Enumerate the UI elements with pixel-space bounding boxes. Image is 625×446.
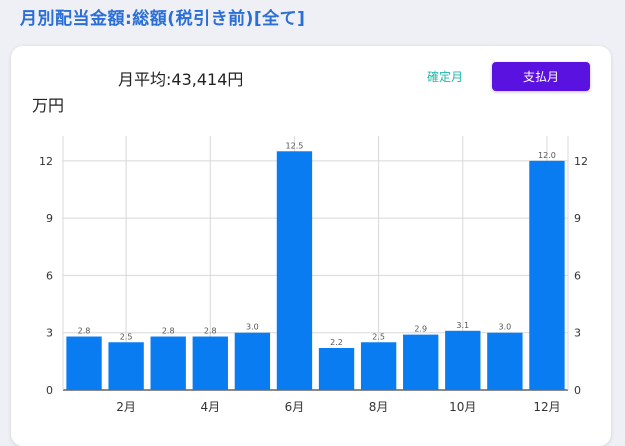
bar-value-label: 2.5 xyxy=(372,332,385,341)
bar-value-label: 3.1 xyxy=(456,321,469,330)
bar xyxy=(150,336,186,390)
label-layer: 0 0 3 3 6 6 9 9 12 12 2月 4月 6月 8月 10月 12月 2.8 2.5 2.8 2.8 3.… xyxy=(39,141,588,414)
bar xyxy=(445,330,481,390)
bar xyxy=(529,160,565,390)
y-tick-label-right: 6 xyxy=(574,269,581,282)
bar xyxy=(487,332,523,390)
y-tick-label-right: 9 xyxy=(574,212,581,225)
y-tick-label-left: 0 xyxy=(46,384,53,397)
bar xyxy=(192,336,228,390)
bar-value-label: 2.2 xyxy=(330,338,343,347)
y-tick-label-right: 12 xyxy=(574,155,588,168)
payment-month-toggle[interactable]: 支払月 xyxy=(492,62,590,91)
y-axis-unit-label: 万円 xyxy=(32,96,65,115)
bar xyxy=(360,342,397,390)
bar-value-label: 2.8 xyxy=(162,327,175,336)
x-tick-label: 2月 xyxy=(116,400,136,414)
bar xyxy=(318,347,355,390)
bar-value-label: 12.0 xyxy=(538,151,556,160)
y-tick-label-left: 9 xyxy=(46,212,53,225)
bar-value-label: 2.9 xyxy=(414,325,427,334)
x-tick-label: 6月 xyxy=(285,400,305,414)
monthly-average-label: 月平均:43,414円 xyxy=(118,70,244,89)
x-tick-label: 12月 xyxy=(533,400,560,414)
x-tick-label: 10月 xyxy=(449,400,476,414)
x-tick-label: 4月 xyxy=(200,400,220,414)
x-tick-label: 8月 xyxy=(369,400,389,414)
bar xyxy=(234,332,271,390)
y-tick-label-left: 6 xyxy=(46,269,53,282)
bar-value-label: 2.5 xyxy=(120,332,133,341)
confirmed-month-toggle[interactable]: 確定月 xyxy=(412,62,478,90)
bar-value-label: 12.5 xyxy=(286,141,304,150)
bar-value-label: 3.0 xyxy=(246,323,259,332)
y-tick-label-left: 3 xyxy=(46,327,53,340)
bar-value-label: 2.8 xyxy=(78,327,91,336)
bar xyxy=(66,336,102,390)
page-title: 月別配当金額:総額(税引き前)[全て] xyxy=(20,9,306,29)
bar-value-label: 3.0 xyxy=(499,323,512,332)
bar-value-label: 2.8 xyxy=(204,327,217,336)
y-tick-label-left: 12 xyxy=(39,155,53,168)
y-tick-label-right: 3 xyxy=(574,327,581,340)
bar-layer xyxy=(66,151,565,390)
bar xyxy=(403,334,439,390)
bar xyxy=(108,342,144,390)
y-tick-label-right: 0 xyxy=(574,384,581,397)
monthly-dividend-bar-chart: 0 0 3 3 6 6 9 9 12 12 2月 4月 6月 8月 10月 12月 2.8 2.5 2.8 2.8 3.… xyxy=(39,136,588,414)
bar xyxy=(276,151,313,390)
